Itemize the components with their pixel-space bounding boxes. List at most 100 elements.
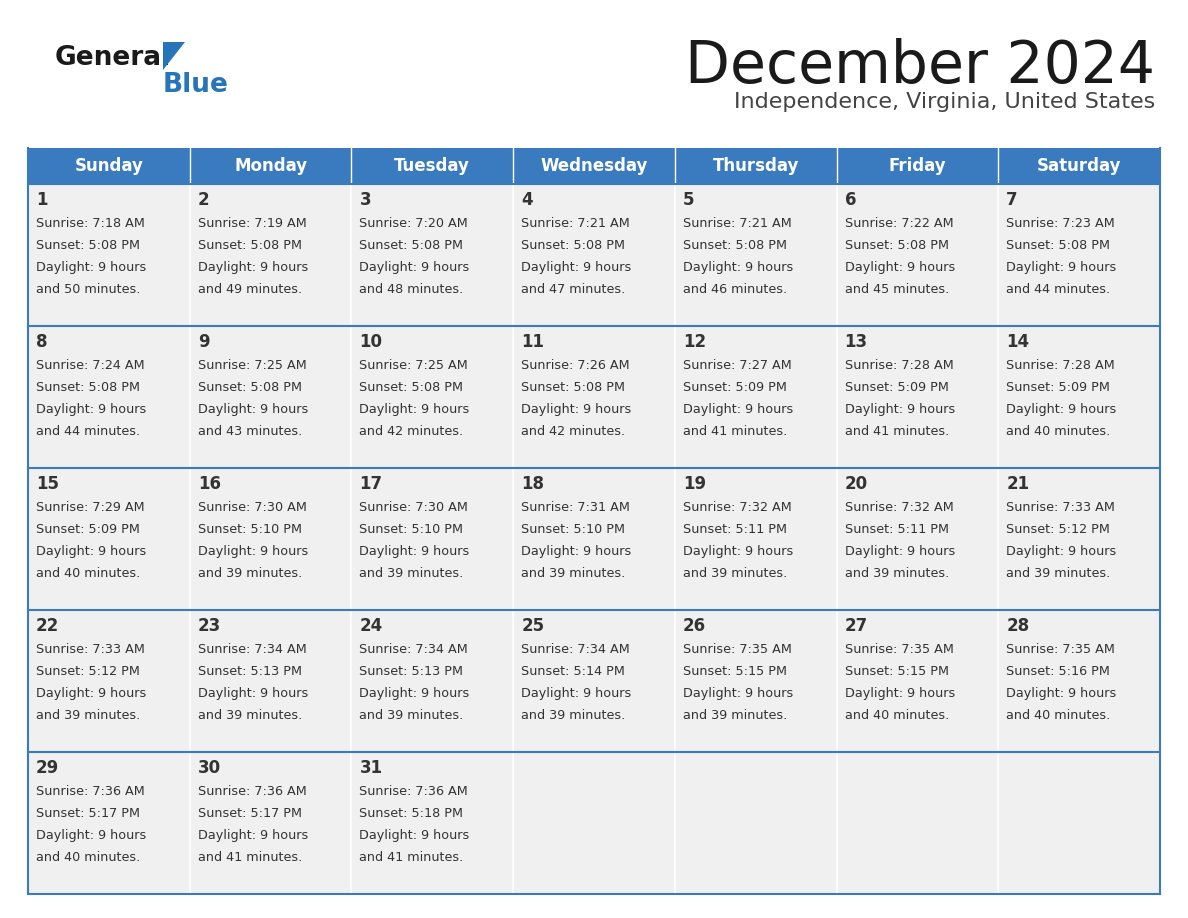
Text: 12: 12 (683, 333, 706, 351)
Text: Sunrise: 7:21 AM: Sunrise: 7:21 AM (683, 217, 791, 230)
Text: and 43 minutes.: and 43 minutes. (197, 425, 302, 438)
Text: and 45 minutes.: and 45 minutes. (845, 283, 949, 296)
Text: Sunset: 5:11 PM: Sunset: 5:11 PM (845, 523, 948, 536)
Bar (513, 184, 675, 326)
Text: and 48 minutes.: and 48 minutes. (360, 283, 463, 296)
Text: Daylight: 9 hours: Daylight: 9 hours (36, 687, 146, 700)
Text: 6: 6 (845, 191, 857, 209)
Text: Sunrise: 7:20 AM: Sunrise: 7:20 AM (360, 217, 468, 230)
Text: 31: 31 (360, 759, 383, 777)
Text: and 39 minutes.: and 39 minutes. (683, 567, 788, 580)
Bar (352, 184, 513, 326)
Text: December 2024: December 2024 (685, 38, 1155, 95)
Text: Wednesday: Wednesday (541, 157, 647, 175)
Text: Sunset: 5:08 PM: Sunset: 5:08 PM (522, 381, 625, 394)
Bar (836, 148, 998, 184)
Text: and 42 minutes.: and 42 minutes. (522, 425, 625, 438)
Text: and 42 minutes.: and 42 minutes. (360, 425, 463, 438)
Text: 13: 13 (845, 333, 867, 351)
Text: Sunrise: 7:25 AM: Sunrise: 7:25 AM (197, 359, 307, 372)
Text: Daylight: 9 hours: Daylight: 9 hours (845, 687, 955, 700)
Text: Daylight: 9 hours: Daylight: 9 hours (197, 403, 308, 416)
Text: Daylight: 9 hours: Daylight: 9 hours (683, 261, 794, 274)
Text: Sunrise: 7:30 AM: Sunrise: 7:30 AM (197, 501, 307, 514)
Text: and 40 minutes.: and 40 minutes. (1006, 709, 1111, 722)
Text: Sunset: 5:09 PM: Sunset: 5:09 PM (683, 381, 786, 394)
Text: and 39 minutes.: and 39 minutes. (197, 567, 302, 580)
Text: and 40 minutes.: and 40 minutes. (845, 709, 949, 722)
Text: Sunrise: 7:35 AM: Sunrise: 7:35 AM (1006, 643, 1116, 656)
Text: and 40 minutes.: and 40 minutes. (36, 567, 140, 580)
Text: Sunset: 5:13 PM: Sunset: 5:13 PM (197, 665, 302, 678)
Text: Thursday: Thursday (713, 157, 798, 175)
Bar (190, 184, 352, 326)
Text: Blue: Blue (163, 72, 229, 98)
Text: 8: 8 (36, 333, 48, 351)
Text: Sunrise: 7:28 AM: Sunrise: 7:28 AM (1006, 359, 1116, 372)
Text: Sunrise: 7:34 AM: Sunrise: 7:34 AM (360, 643, 468, 656)
Text: 10: 10 (360, 333, 383, 351)
Text: Sunrise: 7:24 AM: Sunrise: 7:24 AM (36, 359, 145, 372)
Text: 18: 18 (522, 475, 544, 493)
Text: Daylight: 9 hours: Daylight: 9 hours (522, 687, 631, 700)
Text: Sunrise: 7:32 AM: Sunrise: 7:32 AM (845, 501, 953, 514)
Text: 25: 25 (522, 617, 544, 635)
Text: Daylight: 9 hours: Daylight: 9 hours (197, 687, 308, 700)
Text: Sunrise: 7:30 AM: Sunrise: 7:30 AM (360, 501, 468, 514)
Text: Sunset: 5:08 PM: Sunset: 5:08 PM (845, 239, 948, 252)
Text: and 39 minutes.: and 39 minutes. (683, 709, 788, 722)
Bar (675, 610, 836, 752)
Bar (675, 148, 836, 184)
Text: Sunset: 5:08 PM: Sunset: 5:08 PM (522, 239, 625, 252)
Text: 16: 16 (197, 475, 221, 493)
Text: Sunset: 5:08 PM: Sunset: 5:08 PM (197, 239, 302, 252)
Text: 4: 4 (522, 191, 532, 209)
Bar (29, 148, 190, 184)
Text: Sunrise: 7:36 AM: Sunrise: 7:36 AM (36, 785, 145, 798)
Text: Daylight: 9 hours: Daylight: 9 hours (522, 261, 631, 274)
Text: Sunrise: 7:26 AM: Sunrise: 7:26 AM (522, 359, 630, 372)
Text: Daylight: 9 hours: Daylight: 9 hours (36, 545, 146, 558)
Text: and 47 minutes.: and 47 minutes. (522, 283, 625, 296)
Text: Sunrise: 7:36 AM: Sunrise: 7:36 AM (360, 785, 468, 798)
Text: and 39 minutes.: and 39 minutes. (845, 567, 949, 580)
Bar (29, 326, 190, 468)
Bar (836, 610, 998, 752)
Bar (352, 468, 513, 610)
Text: 26: 26 (683, 617, 706, 635)
Text: Daylight: 9 hours: Daylight: 9 hours (522, 403, 631, 416)
Text: and 39 minutes.: and 39 minutes. (36, 709, 140, 722)
Text: and 40 minutes.: and 40 minutes. (1006, 425, 1111, 438)
Text: 2: 2 (197, 191, 209, 209)
Text: Daylight: 9 hours: Daylight: 9 hours (360, 687, 469, 700)
Text: Monday: Monday (234, 157, 308, 175)
Text: Sunrise: 7:34 AM: Sunrise: 7:34 AM (522, 643, 630, 656)
Text: Sunset: 5:08 PM: Sunset: 5:08 PM (1006, 239, 1111, 252)
Text: Sunset: 5:09 PM: Sunset: 5:09 PM (1006, 381, 1110, 394)
Text: 15: 15 (36, 475, 59, 493)
Text: Daylight: 9 hours: Daylight: 9 hours (197, 829, 308, 842)
Text: and 49 minutes.: and 49 minutes. (197, 283, 302, 296)
Text: and 41 minutes.: and 41 minutes. (683, 425, 788, 438)
Text: Daylight: 9 hours: Daylight: 9 hours (360, 403, 469, 416)
Text: Sunrise: 7:33 AM: Sunrise: 7:33 AM (36, 643, 145, 656)
Text: 29: 29 (36, 759, 59, 777)
Text: 20: 20 (845, 475, 867, 493)
Text: 30: 30 (197, 759, 221, 777)
Text: 14: 14 (1006, 333, 1030, 351)
Bar (352, 610, 513, 752)
Text: 11: 11 (522, 333, 544, 351)
Text: Independence, Virginia, United States: Independence, Virginia, United States (734, 92, 1155, 112)
Text: 23: 23 (197, 617, 221, 635)
Text: Daylight: 9 hours: Daylight: 9 hours (197, 261, 308, 274)
Bar (836, 468, 998, 610)
Text: Daylight: 9 hours: Daylight: 9 hours (1006, 687, 1117, 700)
Text: 3: 3 (360, 191, 371, 209)
Text: Sunrise: 7:21 AM: Sunrise: 7:21 AM (522, 217, 630, 230)
Text: Sunrise: 7:33 AM: Sunrise: 7:33 AM (1006, 501, 1116, 514)
Text: 27: 27 (845, 617, 867, 635)
Text: Sunrise: 7:34 AM: Sunrise: 7:34 AM (197, 643, 307, 656)
Text: Sunrise: 7:36 AM: Sunrise: 7:36 AM (197, 785, 307, 798)
Polygon shape (163, 42, 185, 70)
Text: Sunset: 5:08 PM: Sunset: 5:08 PM (36, 239, 140, 252)
